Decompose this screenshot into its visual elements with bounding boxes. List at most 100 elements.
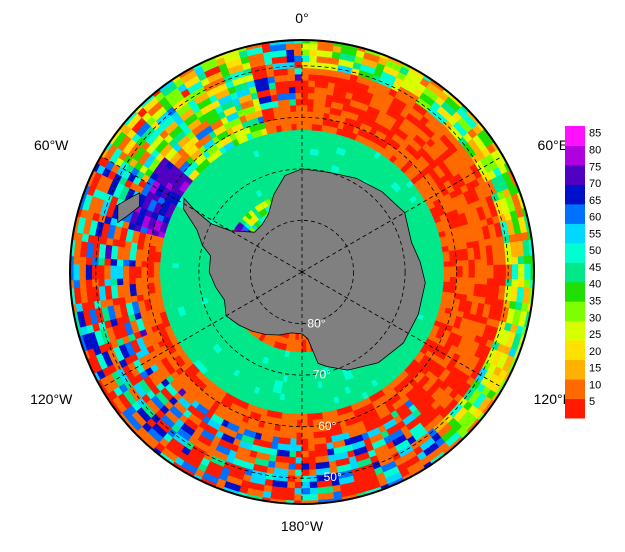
heatmap-cell bbox=[129, 289, 137, 297]
heatmap-cell bbox=[97, 264, 105, 273]
heatmap-cell bbox=[116, 284, 124, 292]
heatmap-cell bbox=[147, 282, 155, 289]
heatmap-cell bbox=[497, 243, 506, 252]
heatmap-cell bbox=[122, 252, 131, 261]
heatmap-cell bbox=[296, 413, 303, 421]
heatmap-cell bbox=[437, 256, 445, 263]
heatmap-cell bbox=[78, 263, 86, 273]
heatmap-cell bbox=[295, 432, 303, 440]
heatmap-cell bbox=[296, 401, 303, 409]
heatmap-cell bbox=[322, 68, 331, 77]
heatmap-cell bbox=[85, 264, 93, 273]
heatmap-cell bbox=[305, 376, 311, 384]
heatmap-cell bbox=[479, 290, 487, 299]
heatmap-cell bbox=[305, 154, 311, 162]
heatmap-cell bbox=[301, 413, 308, 421]
heatmap-cell bbox=[443, 256, 451, 263]
heatmap-cell bbox=[493, 271, 501, 280]
heatmap-cell bbox=[280, 67, 289, 76]
heatmap-cell bbox=[321, 80, 330, 89]
heatmap-cell bbox=[301, 351, 307, 359]
heatmap-cell bbox=[110, 291, 119, 300]
heatmap-cell bbox=[116, 258, 124, 267]
heatmap-cell bbox=[290, 110, 297, 119]
heatmap-cell bbox=[301, 376, 307, 384]
heatmap-cell bbox=[293, 147, 299, 156]
heatmap-cell bbox=[301, 141, 307, 149]
heatmap-cell bbox=[178, 267, 185, 273]
heatmap-cell bbox=[314, 80, 323, 88]
heatmap-cell bbox=[296, 370, 303, 378]
heatmap-cell bbox=[319, 437, 327, 445]
heatmap-cell bbox=[290, 419, 298, 427]
heatmap-cell bbox=[297, 351, 303, 359]
heatmap-cell bbox=[196, 276, 204, 284]
heatmap-cell bbox=[72, 279, 81, 289]
heatmap-cell bbox=[135, 288, 144, 296]
heatmap-cell bbox=[306, 123, 313, 131]
heatmap-cell bbox=[294, 73, 303, 81]
heatmap-cell bbox=[147, 276, 155, 284]
heatmap-cell bbox=[141, 287, 150, 295]
heatmap-cell bbox=[91, 256, 99, 266]
heatmap-cell bbox=[306, 129, 313, 137]
heatmap-cell bbox=[285, 493, 295, 502]
heatmap-cell bbox=[153, 271, 161, 278]
heatmap-cell bbox=[473, 246, 481, 255]
heatmap-cell bbox=[279, 474, 289, 483]
heatmap-cell bbox=[485, 244, 494, 253]
heatmap-cell bbox=[177, 275, 186, 281]
heatmap-cell bbox=[313, 437, 321, 446]
heatmap-cell bbox=[295, 450, 303, 458]
heatmap-cell bbox=[309, 49, 318, 57]
heatmap-cell bbox=[286, 475, 296, 483]
heatmap-cell bbox=[437, 261, 445, 268]
heatmap-cell bbox=[91, 271, 99, 280]
heatmap-cell bbox=[273, 467, 282, 476]
heatmap-cell bbox=[296, 110, 303, 118]
heatmap-cell bbox=[146, 271, 154, 278]
heatmap-cell bbox=[279, 480, 288, 489]
heatmap-cell bbox=[430, 257, 439, 264]
heatmap-cell bbox=[301, 86, 309, 94]
heatmap-cell bbox=[468, 265, 476, 273]
heatmap-cell bbox=[202, 276, 211, 283]
heatmap-cell bbox=[294, 481, 303, 489]
heatmap-cell bbox=[511, 278, 519, 288]
heatmap-cell bbox=[301, 116, 308, 124]
heatmap-cell bbox=[511, 271, 519, 280]
heatmap-cell bbox=[287, 73, 296, 82]
heatmap-cell bbox=[486, 278, 495, 286]
heatmap-cell bbox=[456, 266, 464, 273]
heatmap-cell bbox=[294, 475, 303, 483]
heatmap-cell bbox=[443, 261, 451, 268]
heatmap-cell bbox=[315, 61, 325, 70]
heatmap-cell bbox=[134, 259, 142, 267]
heatmap-cell bbox=[122, 277, 130, 285]
heatmap-cell bbox=[147, 287, 156, 294]
heatmap-cell bbox=[287, 462, 296, 471]
heatmap-cell bbox=[287, 67, 296, 75]
heatmap-cell bbox=[116, 252, 124, 260]
heatmap-cell bbox=[196, 266, 204, 273]
heatmap-cell bbox=[290, 425, 297, 434]
heatmap-cell bbox=[301, 73, 310, 81]
heatmap-cell bbox=[293, 382, 299, 390]
heatmap-cell bbox=[153, 281, 161, 288]
heatmap-cell bbox=[288, 456, 296, 465]
heatmap-cell bbox=[294, 469, 303, 477]
heatmap-cell bbox=[479, 245, 487, 254]
heatmap-cell bbox=[431, 262, 439, 268]
heatmap-cell bbox=[289, 438, 297, 446]
heatmap-cell bbox=[305, 382, 311, 390]
heatmap-cell bbox=[286, 481, 296, 489]
heatmap-cell bbox=[91, 285, 100, 295]
heatmap-cell bbox=[190, 267, 198, 273]
heatmap-cell bbox=[314, 86, 322, 94]
heatmap-cell bbox=[499, 257, 507, 266]
heatmap-cell bbox=[306, 117, 314, 125]
heatmap-cell bbox=[98, 292, 107, 301]
heatmap-cell bbox=[295, 98, 303, 106]
heatmap-cell bbox=[301, 407, 308, 415]
heatmap-cell bbox=[301, 488, 311, 496]
